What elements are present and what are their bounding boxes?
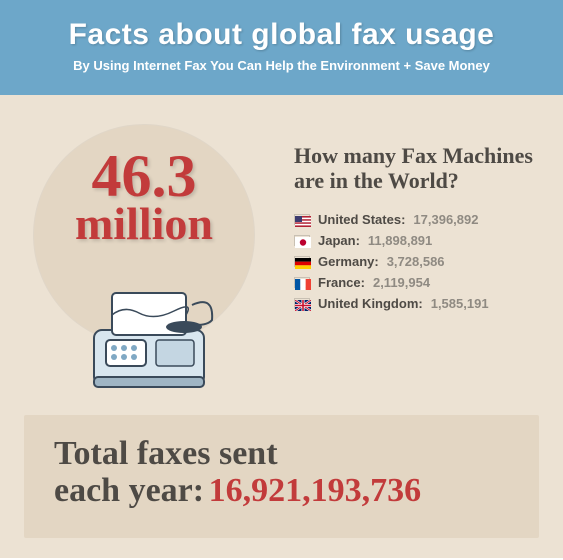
country-stats: How many Fax Machines are in the World? … [294, 125, 539, 317]
country-item: Japan: 11,898,891 [294, 233, 539, 248]
question-heading: How many Fax Machines are in the World? [294, 143, 539, 194]
country-list: United States: 17,396,892 Japan: 11,898,… [294, 212, 539, 311]
header-subtitle: By Using Internet Fax You Can Help the E… [20, 58, 543, 73]
country-name: Germany: [318, 254, 379, 269]
country-value: 2,119,954 [373, 275, 430, 290]
country-item: France: 2,119,954 [294, 275, 539, 290]
country-value: 1,585,191 [431, 296, 489, 311]
country-value: 3,728,586 [387, 254, 445, 269]
country-name: United Kingdom: [318, 296, 423, 311]
country-name: United States: [318, 212, 405, 227]
country-name: France: [318, 275, 365, 290]
country-item: Germany: 3,728,586 [294, 254, 539, 269]
big-number: 46.3 [34, 149, 254, 203]
total-value: 16,921,193,736 [209, 472, 422, 509]
header-title: Facts about global fax usage [20, 18, 543, 52]
total-label-line2: each year: [54, 472, 204, 509]
main-panel: 46.3 million How many Fax Machines are i… [0, 95, 563, 558]
flag-icon [294, 298, 310, 309]
country-value: 11,898,891 [368, 233, 432, 248]
flag-icon [294, 214, 310, 225]
country-item: United Kingdom: 1,585,191 [294, 296, 539, 311]
stat-circle-wrap: 46.3 million [24, 125, 274, 375]
hero-section: 46.3 million How many Fax Machines are i… [24, 125, 539, 375]
flag-icon [294, 277, 310, 288]
country-name: Japan: [318, 233, 360, 248]
flag-icon [294, 235, 310, 246]
country-item: United States: 17,396,892 [294, 212, 539, 227]
flag-icon [294, 256, 310, 267]
header: Facts about global fax usage By Using In… [0, 0, 563, 95]
country-value: 17,396,892 [413, 212, 478, 227]
fax-machine-icon [84, 285, 214, 395]
big-unit: million [34, 203, 254, 244]
total-label-line1: Total faxes sent [54, 435, 509, 472]
total-box: Total faxes sent each year: 16,921,193,7… [24, 415, 539, 538]
